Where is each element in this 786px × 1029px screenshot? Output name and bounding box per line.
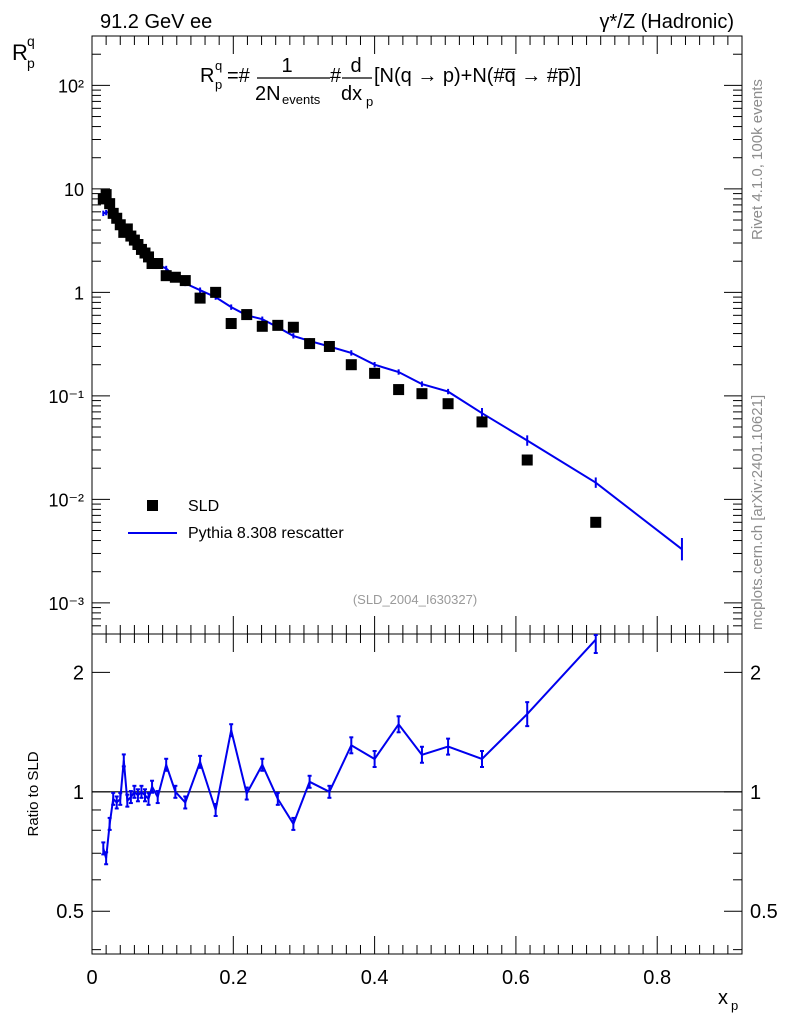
ratio-xtick-label: 0.2: [219, 967, 247, 989]
sld-data-point: [194, 292, 206, 304]
ratio-ylabel: Ratio to SLD: [25, 751, 42, 836]
main-ytick-label: 1: [74, 283, 84, 303]
formula-num2: d: [350, 55, 361, 77]
sld-data-point: [304, 338, 316, 350]
main-ytick-label: 10⁻²: [48, 490, 84, 510]
formula-den2: dx: [341, 83, 362, 105]
sld-data-point: [590, 516, 602, 528]
ratio-series-line: [102, 638, 597, 859]
formula-den1: 2N: [255, 83, 281, 105]
ratio-ytick-label-right: 0.5: [750, 901, 778, 923]
energy-label: 91.2 GeV ee: [100, 11, 212, 33]
sld-data-point: [169, 271, 181, 283]
sld-data-point: [104, 198, 116, 210]
ratio-ytick-label-right: 1: [750, 782, 761, 804]
ratio-xtick-label: 0.4: [361, 967, 389, 989]
rivet-label: Rivet 4.1.0, 100k events: [749, 79, 766, 240]
formula-r-sup: q: [215, 58, 222, 73]
sld-data-point: [160, 270, 172, 282]
formula: R q p =# 1 2N events # d dx p [N(q → p)+…: [200, 55, 581, 109]
legend-sld-label: SLD: [188, 498, 219, 515]
ratio-plot-frame: [91, 633, 743, 955]
main-plot-frame: [91, 35, 743, 635]
legend-sld-marker: [147, 500, 158, 511]
sld-data-point: [323, 340, 335, 352]
formula-den1-sub: events: [282, 92, 321, 107]
main-axis-ticks: 10⁻³ 10⁻² 10⁻¹ 1 10 10²: [48, 36, 742, 634]
ratio-xtick-label: 0: [86, 967, 97, 989]
legend-mc-label: Pythia 8.308 rescatter: [188, 525, 344, 542]
data-markers: [97, 189, 602, 528]
formula-r: R: [200, 65, 214, 87]
ratio-curve: [101, 634, 598, 866]
ratio-ytick-label: 0.5: [56, 901, 84, 923]
sld-data-point: [287, 321, 299, 333]
formula-num1: 1: [281, 55, 292, 77]
sld-data-point: [256, 320, 268, 332]
sld-data-point: [225, 318, 237, 330]
x-axis-label-x: x: [718, 987, 728, 1009]
ratio-axis-ticks: 0.5 0.5 1 1 2 2 0 0.2 0.4 0.6 0.8: [56, 634, 778, 989]
sld-data-point: [416, 388, 428, 400]
process-label: γ*/Z (Hadronic): [600, 11, 734, 33]
sld-data-point: [179, 275, 191, 287]
sld-data-point: [210, 286, 222, 298]
sld-data-point: [152, 258, 164, 270]
formula-r-sub: p: [215, 77, 222, 92]
sld-data-point: [442, 398, 454, 410]
sld-data-point: [521, 454, 533, 466]
x-axis-label-sub: p: [731, 998, 738, 1013]
main-ylabel-sub: p: [27, 55, 35, 71]
formula-den2-sub: p: [366, 94, 373, 109]
formula-hash: #: [330, 65, 342, 87]
legend: SLD Pythia 8.308 rescatter: [128, 498, 344, 542]
x-axis-label: x p: [718, 987, 738, 1013]
sld-data-point: [393, 384, 405, 396]
main-ytick-label: 10⁻¹: [48, 387, 84, 407]
main-ylabel-r: R: [12, 40, 28, 65]
sld-data-point: [345, 359, 357, 371]
main-ytick-label: 10⁻³: [48, 594, 84, 614]
ratio-ytick-label: 2: [73, 662, 84, 684]
main-ylabel-sup: q: [27, 33, 35, 49]
analysis-watermark: (SLD_2004_I630327): [353, 592, 477, 607]
main-ytick-label: 10: [64, 180, 84, 200]
ratio-xtick-label: 0.8: [643, 967, 671, 989]
main-ytick-label: 10²: [58, 76, 84, 96]
sld-data-point: [111, 212, 123, 224]
ratio-ytick-label-right: 2: [750, 662, 761, 684]
sld-data-point: [114, 219, 126, 231]
ratio-ytick-label: 1: [73, 782, 84, 804]
sld-data-point: [369, 367, 381, 379]
sld-data-point: [121, 223, 133, 235]
sld-data-point: [272, 319, 284, 331]
mcplots-label: mcplots.cern.ch [arXiv:2401.10621]: [749, 395, 766, 630]
main-ylabel: R q p: [12, 33, 35, 71]
sld-data-point: [476, 416, 488, 428]
sld-data-point: [100, 189, 112, 201]
formula-eq: =#: [227, 65, 251, 87]
sld-data-point: [146, 258, 158, 270]
sld-data-point: [241, 309, 253, 321]
ratio-xtick-label: 0.6: [502, 967, 530, 989]
sld-data-point: [143, 251, 155, 263]
formula-bracket: [N(q → p)+N(#q̅ → #p̅)]: [374, 65, 581, 87]
